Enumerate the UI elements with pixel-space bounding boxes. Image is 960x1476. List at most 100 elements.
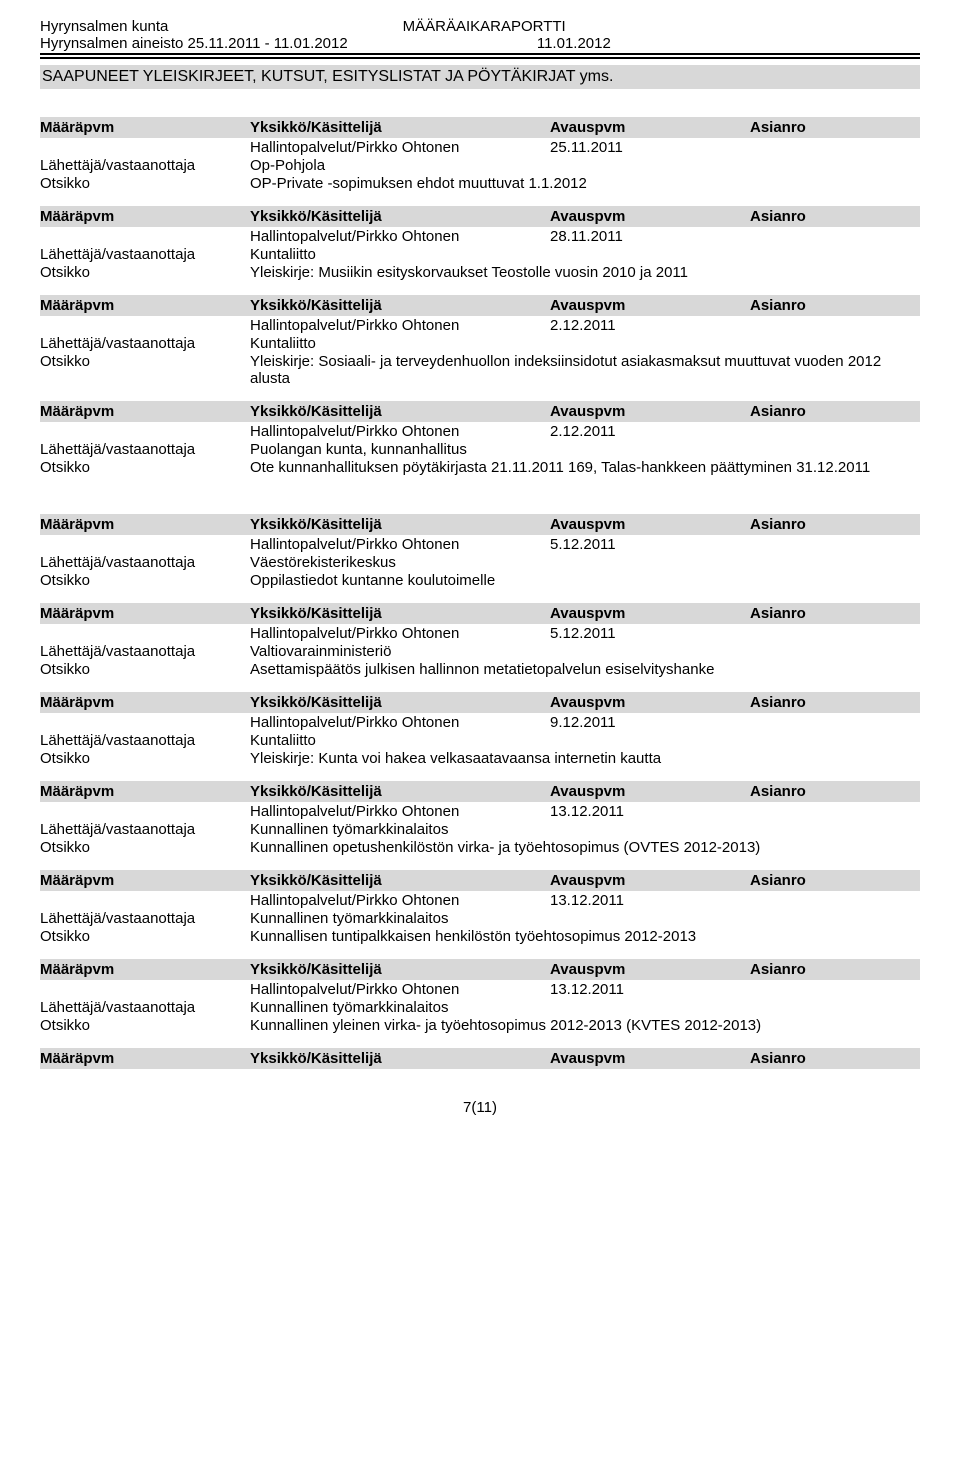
entry-avauspvm: 2.12.2011 <box>550 317 920 334</box>
entry-row-yksikko: Hallintopalvelut/Pirkko Ohtonen13.12.201… <box>40 980 920 998</box>
dataset-range: Hyrynsalmen aineisto 25.11.2011 - 11.01.… <box>40 35 348 52</box>
entry-row-yksikko: Hallintopalvelut/Pirkko Ohtonen9.12.2011 <box>40 713 920 731</box>
col-maarapvm: Määräpvm <box>40 516 250 533</box>
empty-label <box>40 803 250 820</box>
entry-yksikko: Hallintopalvelut/Pirkko Ohtonen <box>250 625 550 642</box>
col-yksikko: Yksikkö/Käsittelijä <box>250 297 550 314</box>
entry-avauspvm: 5.12.2011 <box>550 625 920 642</box>
entry: MääräpvmYksikkö/KäsittelijäAvauspvmAsian… <box>40 781 920 856</box>
entry: MääräpvmYksikkö/KäsittelijäAvauspvmAsian… <box>40 959 920 1034</box>
col-maarapvm: Määräpvm <box>40 1050 250 1067</box>
entry-avauspvm: 13.12.2011 <box>550 803 920 820</box>
col-asianro: Asianro <box>750 1050 920 1067</box>
entry-row-otsikko: OtsikkoOP-Private -sopimuksen ehdot muut… <box>40 174 920 192</box>
entry-row-yksikko: Hallintopalvelut/Pirkko Ohtonen2.12.2011 <box>40 422 920 440</box>
col-yksikko: Yksikkö/Käsittelijä <box>250 1050 550 1067</box>
entry-avauspvm: 25.11.2011 <box>550 139 920 156</box>
entry-row-lahettaja: Lähettäjä/vastaanottajaPuolangan kunta, … <box>40 440 920 458</box>
entry-yksikko: Hallintopalvelut/Pirkko Ohtonen <box>250 714 550 731</box>
entry-column-header: MääräpvmYksikkö/KäsittelijäAvauspvmAsian… <box>40 1048 920 1069</box>
entry-label-otsikko: Otsikko <box>40 572 250 589</box>
entry-column-header: MääräpvmYksikkö/KäsittelijäAvauspvmAsian… <box>40 401 920 422</box>
empty-label <box>40 892 250 909</box>
entry-label-lahettaja: Lähettäjä/vastaanottaja <box>40 643 250 660</box>
entry-avauspvm: 13.12.2011 <box>550 892 920 909</box>
col-asianro: Asianro <box>750 516 920 533</box>
entry-row-yksikko: Hallintopalvelut/Pirkko Ohtonen2.12.2011 <box>40 316 920 334</box>
document-header-line2: Hyrynsalmen aineisto 25.11.2011 - 11.01.… <box>40 35 920 55</box>
col-yksikko: Yksikkö/Käsittelijä <box>250 783 550 800</box>
entry-row-lahettaja: Lähettäjä/vastaanottajaValtiovarainminis… <box>40 642 920 660</box>
empty-label <box>40 536 250 553</box>
entry-label-otsikko: Otsikko <box>40 264 250 281</box>
entry-yksikko: Hallintopalvelut/Pirkko Ohtonen <box>250 317 550 334</box>
entry-otsikko: Kunnallisen tuntipalkkaisen henkilöstön … <box>250 928 920 945</box>
col-yksikko: Yksikkö/Käsittelijä <box>250 208 550 225</box>
entry-label-lahettaja: Lähettäjä/vastaanottaja <box>40 910 250 927</box>
entry-row-yksikko: Hallintopalvelut/Pirkko Ohtonen5.12.2011 <box>40 535 920 553</box>
entry-row-yksikko: Hallintopalvelut/Pirkko Ohtonen28.11.201… <box>40 227 920 245</box>
report-title: MÄÄRÄAIKARAPORTTI <box>403 18 566 35</box>
col-asianro: Asianro <box>750 694 920 711</box>
entry-avauspvm: 28.11.2011 <box>550 228 920 245</box>
divider <box>40 57 920 59</box>
col-yksikko: Yksikkö/Käsittelijä <box>250 872 550 889</box>
col-avauspvm: Avauspvm <box>550 605 750 622</box>
entry-label-otsikko: Otsikko <box>40 661 250 678</box>
entry: MääräpvmYksikkö/KäsittelijäAvauspvmAsian… <box>40 603 920 678</box>
col-avauspvm: Avauspvm <box>550 119 750 136</box>
entry-trailing: MääräpvmYksikkö/KäsittelijäAvauspvmAsian… <box>40 1048 920 1069</box>
entry: MääräpvmYksikkö/KäsittelijäAvauspvmAsian… <box>40 514 920 589</box>
document-header-top: Hyrynsalmen kunta MÄÄRÄAIKARAPORTTI <box>40 18 920 35</box>
entry-label-lahettaja: Lähettäjä/vastaanottaja <box>40 335 250 352</box>
empty-label <box>40 981 250 998</box>
entry-lahettaja: Väestörekisterikeskus <box>250 554 920 571</box>
col-maarapvm: Määräpvm <box>40 605 250 622</box>
entry: MääräpvmYksikkö/KäsittelijäAvauspvmAsian… <box>40 117 920 192</box>
entry-row-lahettaja: Lähettäjä/vastaanottajaKunnallinen työma… <box>40 998 920 1016</box>
entry-row-otsikko: OtsikkoAsettamispäätös julkisen hallinno… <box>40 660 920 678</box>
empty-label <box>40 139 250 156</box>
entry-otsikko: Asettamispäätös julkisen hallinnon metat… <box>250 661 920 678</box>
entry-lahettaja: Kunnallinen työmarkkinalaitos <box>250 999 920 1016</box>
col-yksikko: Yksikkö/Käsittelijä <box>250 403 550 420</box>
col-avauspvm: Avauspvm <box>550 297 750 314</box>
entry: MääräpvmYksikkö/KäsittelijäAvauspvmAsian… <box>40 692 920 767</box>
entry-lahettaja: Kunnallinen työmarkkinalaitos <box>250 821 920 838</box>
col-asianro: Asianro <box>750 403 920 420</box>
col-asianro: Asianro <box>750 208 920 225</box>
entry-row-lahettaja: Lähettäjä/vastaanottajaKunnallinen työma… <box>40 820 920 838</box>
entry-row-otsikko: OtsikkoKunnallisen tuntipalkkaisen henki… <box>40 927 920 945</box>
entry-lahettaja: Kuntaliitto <box>250 246 920 263</box>
entry-row-lahettaja: Lähettäjä/vastaanottajaVäestörekisterike… <box>40 553 920 571</box>
page-number: 7(11) <box>40 1099 920 1116</box>
col-maarapvm: Määräpvm <box>40 783 250 800</box>
entry-otsikko: Yleiskirje: Sosiaali- ja terveydenhuollo… <box>250 353 920 387</box>
entry-otsikko: Oppilastiedot kuntanne koulutoimelle <box>250 572 920 589</box>
entries-list: MääräpvmYksikkö/KäsittelijäAvauspvmAsian… <box>40 117 920 1069</box>
entry-lahettaja: Kunnallinen työmarkkinalaitos <box>250 910 920 927</box>
entry-row-lahettaja: Lähettäjä/vastaanottajaKuntaliitto <box>40 334 920 352</box>
entry-yksikko: Hallintopalvelut/Pirkko Ohtonen <box>250 536 550 553</box>
col-asianro: Asianro <box>750 961 920 978</box>
entry-otsikko: Kunnallinen opetushenkilöstön virka- ja … <box>250 839 920 856</box>
entry-label-lahettaja: Lähettäjä/vastaanottaja <box>40 441 250 458</box>
entry-row-yksikko: Hallintopalvelut/Pirkko Ohtonen5.12.2011 <box>40 624 920 642</box>
entry-avauspvm: 2.12.2011 <box>550 423 920 440</box>
entry-column-header: MääräpvmYksikkö/KäsittelijäAvauspvmAsian… <box>40 295 920 316</box>
col-yksikko: Yksikkö/Käsittelijä <box>250 516 550 533</box>
entry-row-otsikko: OtsikkoYleiskirje: Kunta voi hakea velka… <box>40 749 920 767</box>
entry-yksikko: Hallintopalvelut/Pirkko Ohtonen <box>250 139 550 156</box>
entry-label-lahettaja: Lähettäjä/vastaanottaja <box>40 554 250 571</box>
section-banner: SAAPUNEET YLEISKIRJEET, KUTSUT, ESITYSLI… <box>40 65 920 89</box>
entry-column-header: MääräpvmYksikkö/KäsittelijäAvauspvmAsian… <box>40 603 920 624</box>
col-asianro: Asianro <box>750 119 920 136</box>
entry-column-header: MääräpvmYksikkö/KäsittelijäAvauspvmAsian… <box>40 514 920 535</box>
col-maarapvm: Määräpvm <box>40 961 250 978</box>
entry-avauspvm: 5.12.2011 <box>550 536 920 553</box>
entry-label-otsikko: Otsikko <box>40 750 250 767</box>
entry: MääräpvmYksikkö/KäsittelijäAvauspvmAsian… <box>40 295 920 387</box>
entry-row-yksikko: Hallintopalvelut/Pirkko Ohtonen25.11.201… <box>40 138 920 156</box>
entry-row-otsikko: OtsikkoOppilastiedot kuntanne koulutoime… <box>40 571 920 589</box>
entry: MääräpvmYksikkö/KäsittelijäAvauspvmAsian… <box>40 401 920 476</box>
